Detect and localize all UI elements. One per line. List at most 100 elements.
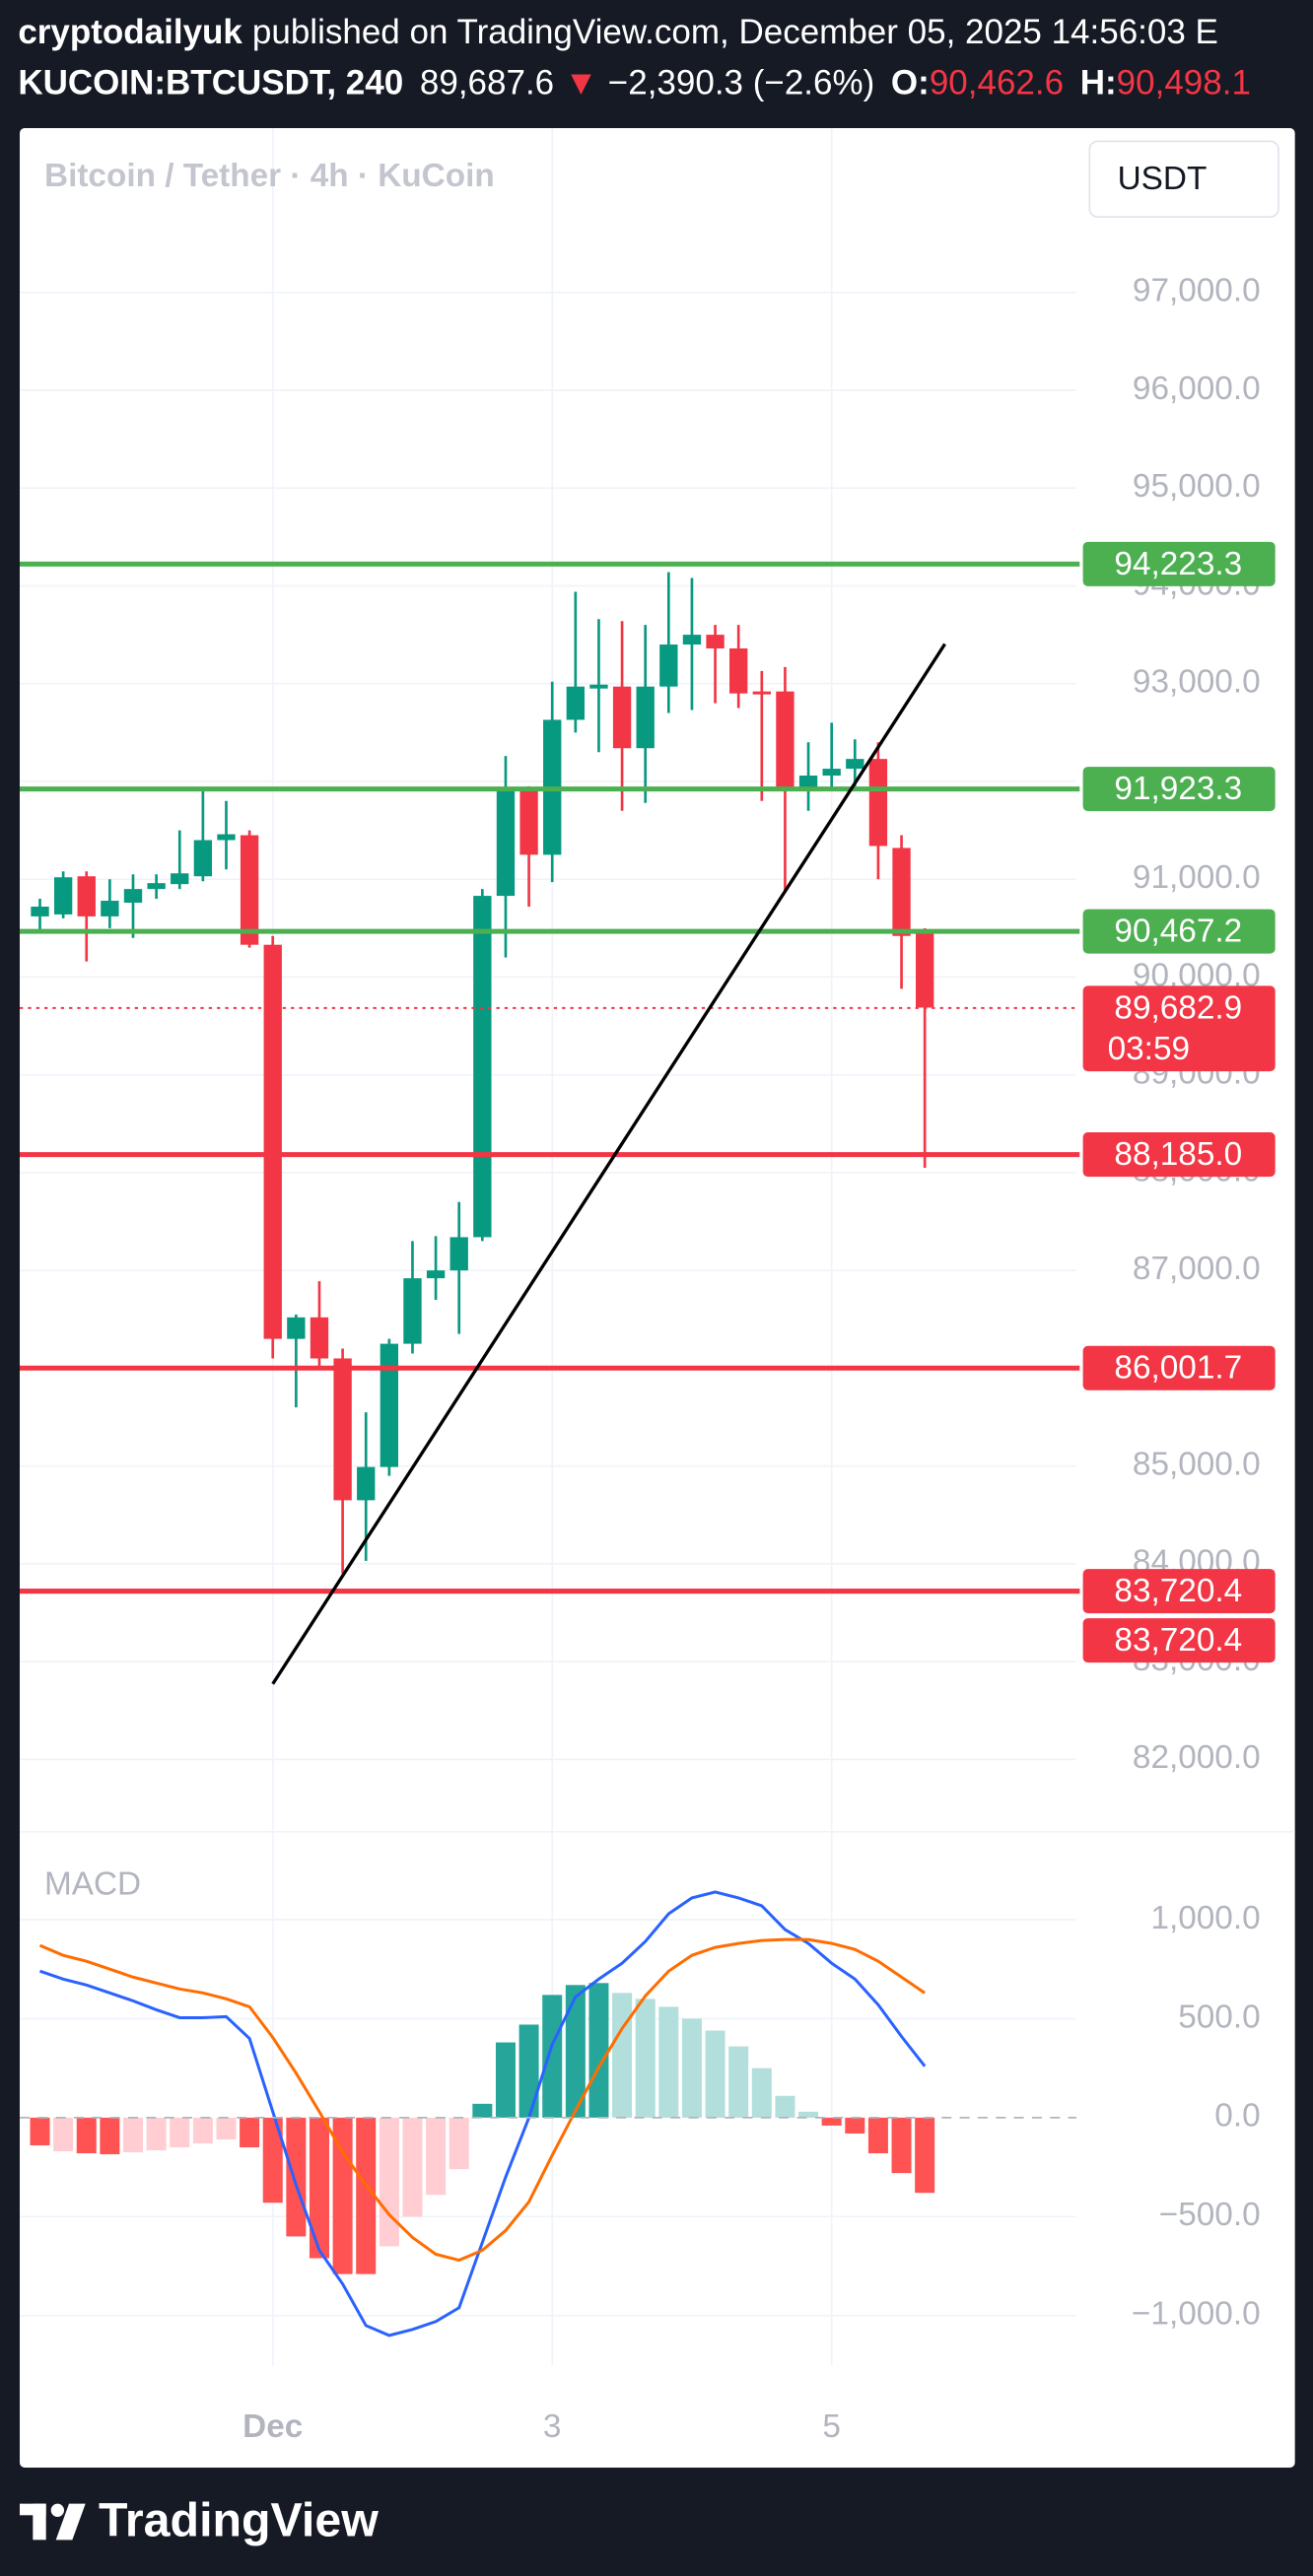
currency-label[interactable]: USDT: [1118, 161, 1208, 197]
macd-tick-label: 1,000.0: [1150, 1900, 1260, 1936]
header-line-1: cryptodailyuk published on TradingView.co…: [18, 13, 1218, 51]
histogram-bar: [612, 1993, 633, 2118]
header-line-2: KUCOIN:BTCUSDT, 240 89,687.6 ▼ −2,390.3 (−2…: [18, 64, 1251, 102]
level-tag-text: 88,185.0: [1114, 1136, 1242, 1173]
candle-body: [915, 931, 934, 1008]
level-tag-text: 94,223.3: [1114, 546, 1242, 582]
currency-button[interactable]: [1088, 140, 1279, 218]
candle-body: [77, 876, 96, 916]
price-tag-text: 89,682.9: [1114, 989, 1242, 1026]
change-arrow: ▼: [564, 64, 598, 102]
candle-body: [496, 790, 516, 897]
level-tag-box: [1082, 767, 1276, 812]
histogram-bar: [286, 2117, 307, 2237]
candle-body: [449, 1237, 468, 1271]
macd-tick-label: −500.0: [1159, 2197, 1261, 2233]
candle-body: [473, 896, 492, 1238]
level-tag-box: [1082, 541, 1276, 586]
y-tick-label: 95,000.0: [1133, 468, 1261, 505]
candle-body: [426, 1270, 446, 1279]
candle-body: [147, 883, 166, 890]
histogram-bar: [100, 2117, 120, 2155]
countdown-text: 03:59: [1108, 1031, 1190, 1067]
candle-body: [310, 1317, 329, 1359]
open-label: O:: [891, 64, 930, 102]
candle-body: [892, 847, 911, 936]
histogram-bar: [262, 2117, 283, 2203]
y-tick-label: 87,000.0: [1133, 1251, 1261, 1287]
histogram-bar: [122, 2117, 144, 2153]
histogram-bar: [867, 2117, 888, 2154]
candle-body: [706, 635, 725, 648]
candle-body: [287, 1317, 306, 1339]
histogram-bar: [402, 2117, 423, 2217]
candle-body: [612, 686, 632, 749]
y-tick-label: 85,000.0: [1133, 1446, 1261, 1482]
logo: TradingView: [20, 2493, 379, 2546]
level-tag-box: [1082, 1132, 1276, 1178]
last-price: 89,687.6: [420, 64, 554, 102]
plot-layer: 82,000.083,000.084,000.085,000.086,000.0…: [20, 128, 1295, 2445]
histogram-bar: [845, 2117, 865, 2134]
candle-body: [776, 691, 795, 789]
macd-tick-label: 500.0: [1178, 1999, 1260, 2035]
histogram-bar: [240, 2117, 260, 2148]
candle-body: [123, 889, 143, 904]
level-tag-text: 83,720.4: [1114, 1573, 1242, 1609]
header: cryptodailyuk published on TradingView.co…: [18, 13, 1251, 102]
histogram-bar: [472, 2103, 493, 2118]
macd-tick-label: 0.0: [1214, 2098, 1260, 2135]
histogram-bar: [798, 2111, 819, 2118]
candle-body: [659, 644, 678, 687]
candle-body: [846, 759, 864, 770]
macd-tick-label: −1,000.0: [1132, 2296, 1261, 2333]
symbol: KUCOIN:BTCUSDT, 240: [18, 64, 403, 102]
macd-line: [39, 1890, 927, 2338]
chart-title: Bitcoin / Tether · 4h · KuCoin: [44, 158, 495, 194]
signal-line: [38, 1937, 927, 2263]
level-tag-text: 86,001.7: [1114, 1350, 1242, 1387]
histogram-bar: [751, 2068, 772, 2118]
candle-body: [217, 834, 236, 841]
y-tick-label: 97,000.0: [1133, 273, 1261, 309]
y-tick-label: 96,000.0: [1133, 371, 1261, 407]
level-tag-box: [1082, 1569, 1276, 1614]
level-tag-box: [1082, 909, 1276, 954]
histogram-bar: [356, 2117, 377, 2274]
y-tick-label: 82,000.0: [1133, 1739, 1261, 1776]
level-tag-box: [1082, 1345, 1276, 1390]
histogram-bar: [426, 2117, 447, 2196]
histogram-bar: [705, 2030, 726, 2118]
histogram-bar: [728, 2046, 749, 2118]
histogram-bar: [565, 1985, 586, 2118]
candle-body: [566, 686, 585, 720]
x-tick-label: 5: [822, 2408, 841, 2445]
candle-body: [53, 877, 73, 915]
macd-title: MACD: [44, 1866, 141, 1903]
candle-body: [636, 686, 655, 749]
histogram-bar: [681, 2018, 702, 2118]
candle-body: [729, 647, 748, 694]
histogram-bar: [170, 2117, 190, 2148]
chart-panel: [20, 128, 1295, 2468]
author: cryptodailyuk: [18, 13, 242, 51]
level-tag-text: 91,923.3: [1114, 771, 1242, 807]
histogram-bar: [635, 1999, 656, 2118]
candle-body: [682, 635, 702, 645]
candle-body: [333, 1358, 352, 1501]
histogram-bar: [146, 2117, 167, 2151]
candle-body: [240, 835, 259, 945]
y-tick-label: 93,000.0: [1133, 664, 1261, 701]
logo-slash: [55, 2503, 86, 2541]
candle-body: [263, 944, 282, 1339]
high-label: H:: [1080, 64, 1117, 102]
logo-stem: [33, 2503, 46, 2541]
high-value: 90,498.1: [1117, 64, 1251, 102]
candle-body: [171, 873, 189, 885]
candle-body: [380, 1343, 399, 1467]
histogram-bar: [449, 2117, 469, 2170]
x-tick-label: Dec: [242, 2408, 303, 2445]
level-tag-text: 83,720.4: [1114, 1622, 1242, 1659]
histogram-bar: [76, 2117, 97, 2154]
